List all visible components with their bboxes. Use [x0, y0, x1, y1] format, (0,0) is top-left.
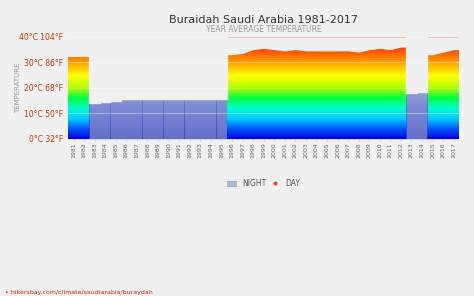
Text: YEAR AVERAGE TEMPERATURE: YEAR AVERAGE TEMPERATURE — [206, 25, 321, 34]
Legend: NIGHT, DAY: NIGHT, DAY — [224, 176, 303, 191]
Text: • hikersbay.com/climate/saudiarabia/buraydah: • hikersbay.com/climate/saudiarabia/bura… — [5, 289, 153, 295]
Title: Buraidah Saudi Arabia 1981-2017: Buraidah Saudi Arabia 1981-2017 — [169, 15, 358, 25]
Y-axis label: TEMPERATURE: TEMPERATURE — [15, 63, 21, 113]
